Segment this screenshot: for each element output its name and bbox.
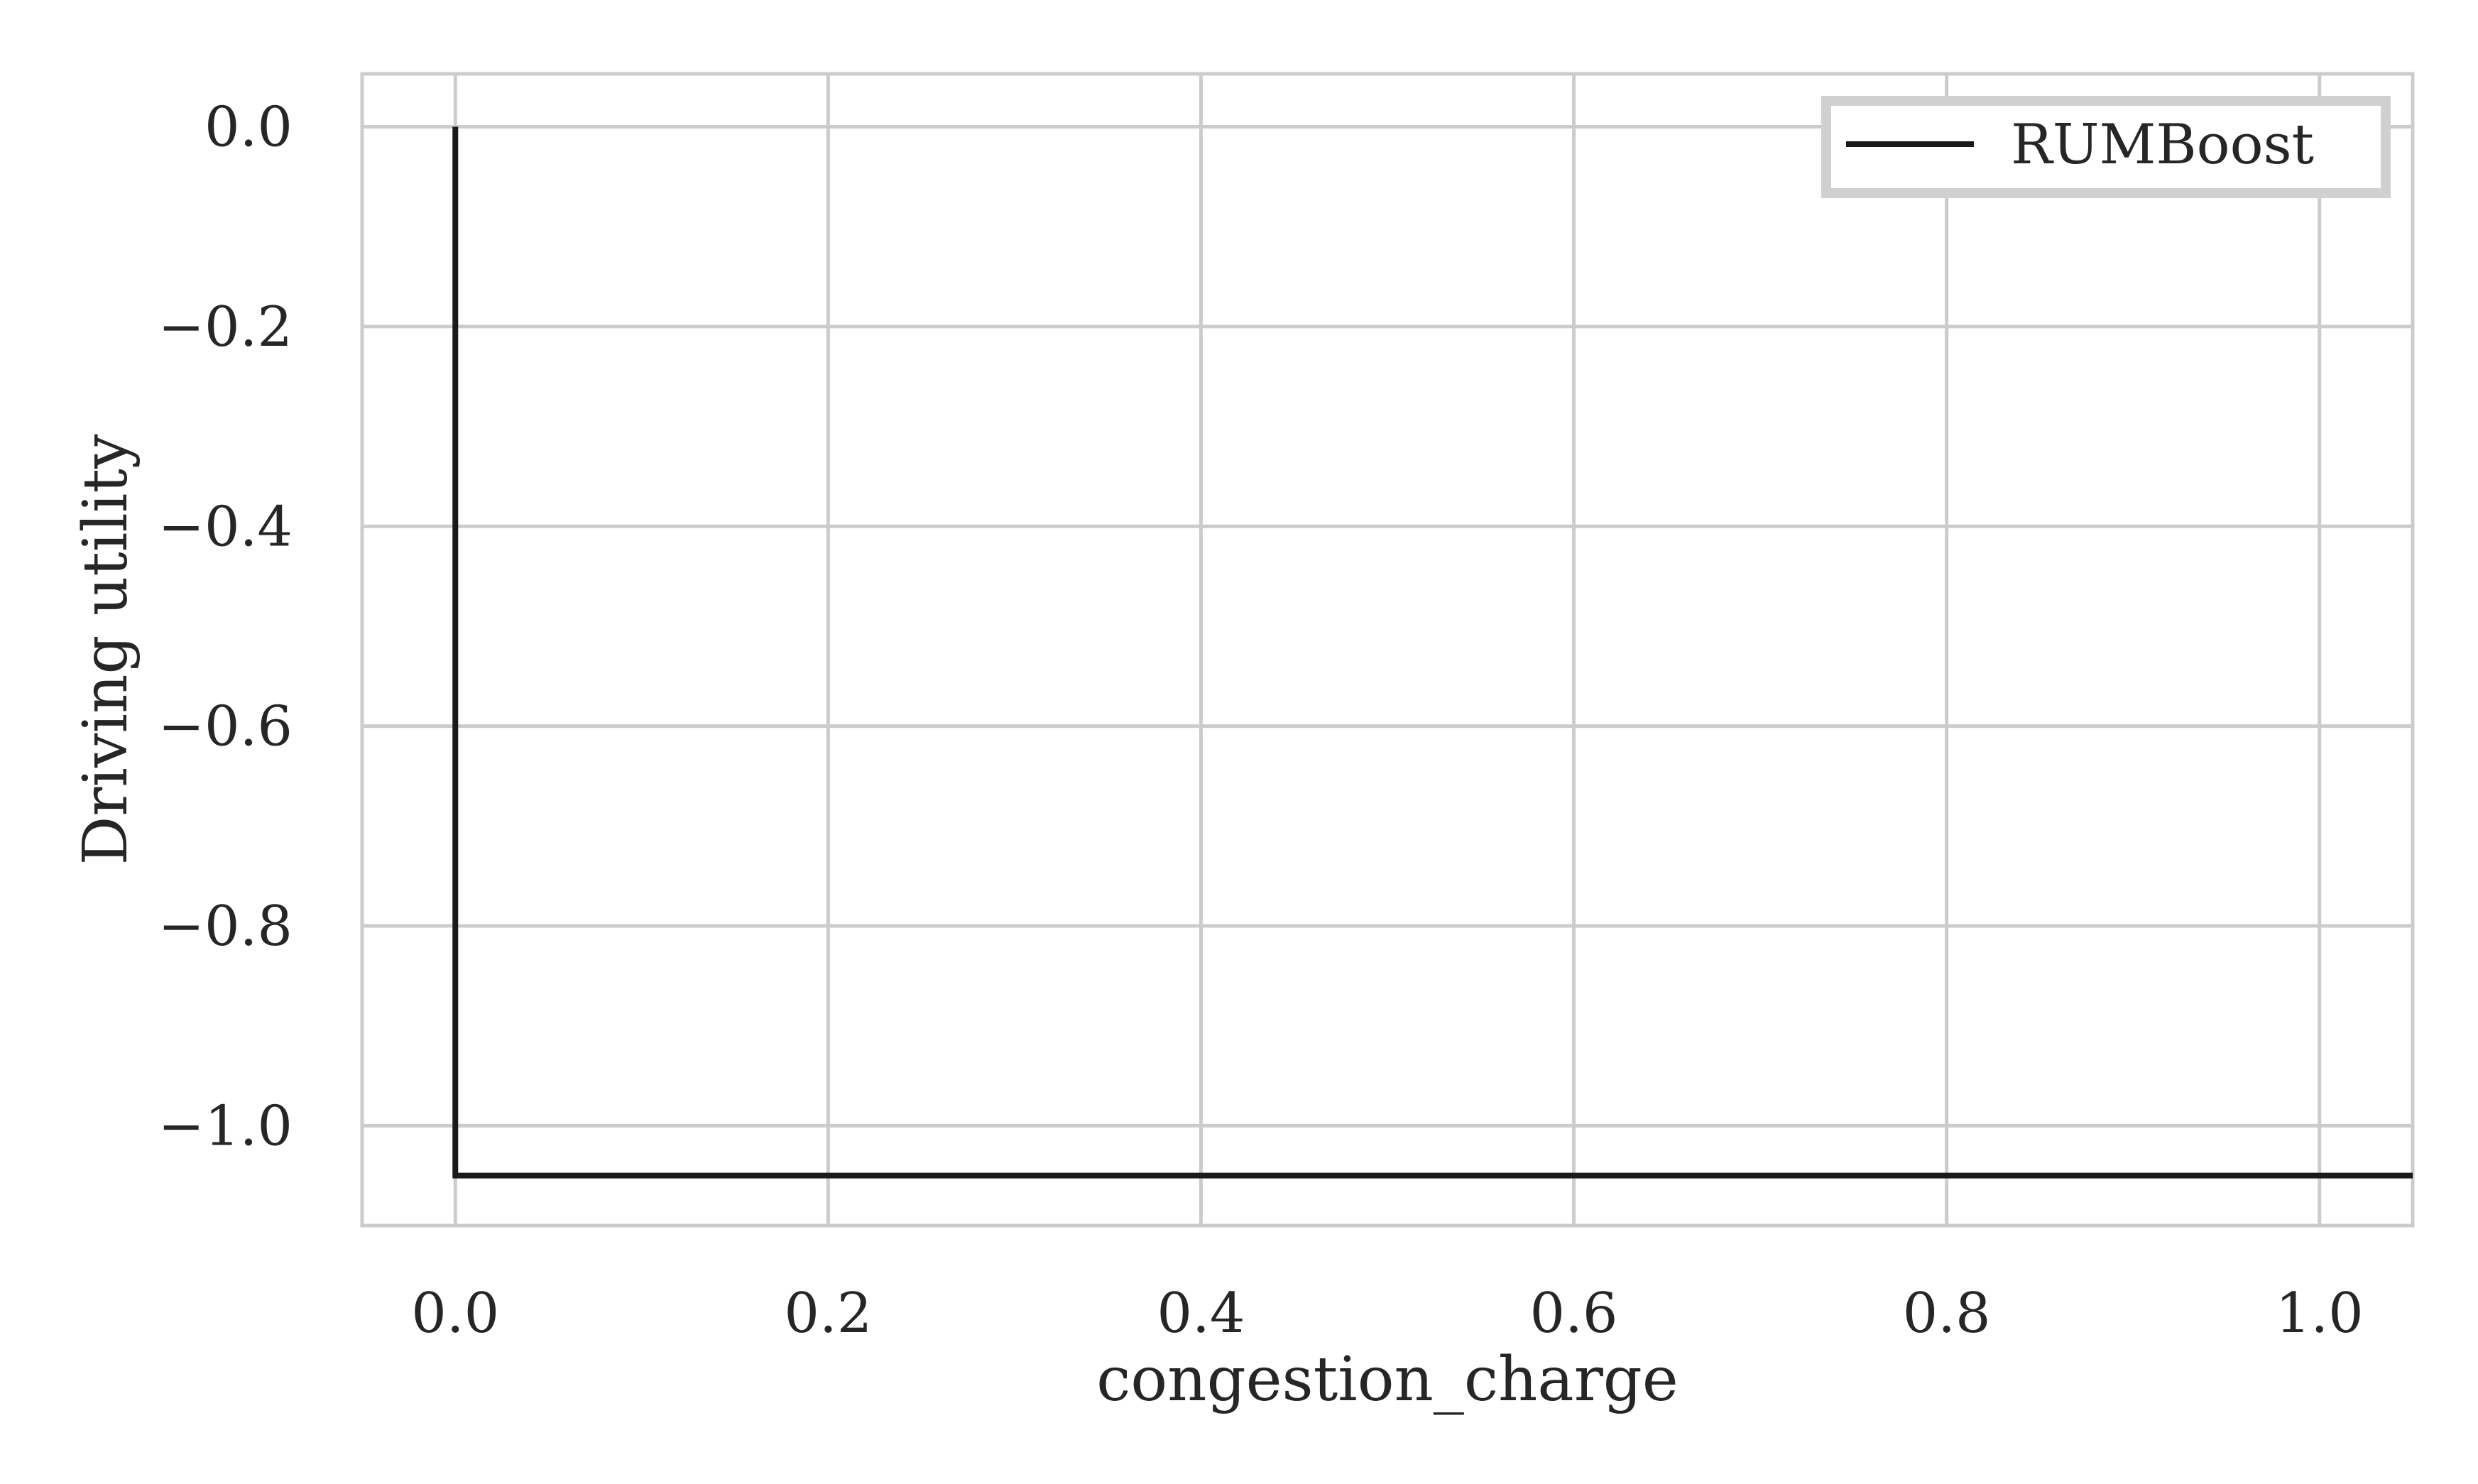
y-tick-label: 0.0 <box>204 96 293 160</box>
x-tick-label: 0.2 <box>784 1282 872 1346</box>
series-line-rumboost <box>452 126 2413 1179</box>
y-tick-label: −0.4 <box>158 495 293 559</box>
y-tick-labels: 0.0 −0.2 −0.4 −0.6 −0.8 −1.0 <box>158 96 293 1159</box>
plot-frame <box>360 72 2415 1228</box>
grid <box>362 74 2413 1226</box>
x-tick-label: 0.4 <box>1157 1282 1245 1346</box>
y-axis-label: Driving utility <box>70 434 141 865</box>
x-axis-label: congestion_charge <box>1096 1344 1679 1415</box>
x-tick-label: 0.0 <box>411 1282 499 1346</box>
y-tick-label: −0.8 <box>158 895 293 959</box>
x-tick-labels: 0.0 0.2 0.4 0.6 0.8 1.0 <box>411 1282 2364 1346</box>
x-tick-label: 0.8 <box>1903 1282 1991 1346</box>
series-layer <box>452 126 2413 1179</box>
y-tick-label: −0.2 <box>158 295 293 359</box>
legend-label-rumboost: RUMBoost <box>2011 113 2314 177</box>
y-tick-label: −0.6 <box>158 695 293 759</box>
x-tick-label: 0.6 <box>1530 1282 1618 1346</box>
y-tick-label: −1.0 <box>158 1094 293 1158</box>
legend-box <box>1821 96 2391 198</box>
x-tick-label: 1.0 <box>2276 1282 2364 1346</box>
legend: RUMBoost <box>1821 96 2391 198</box>
